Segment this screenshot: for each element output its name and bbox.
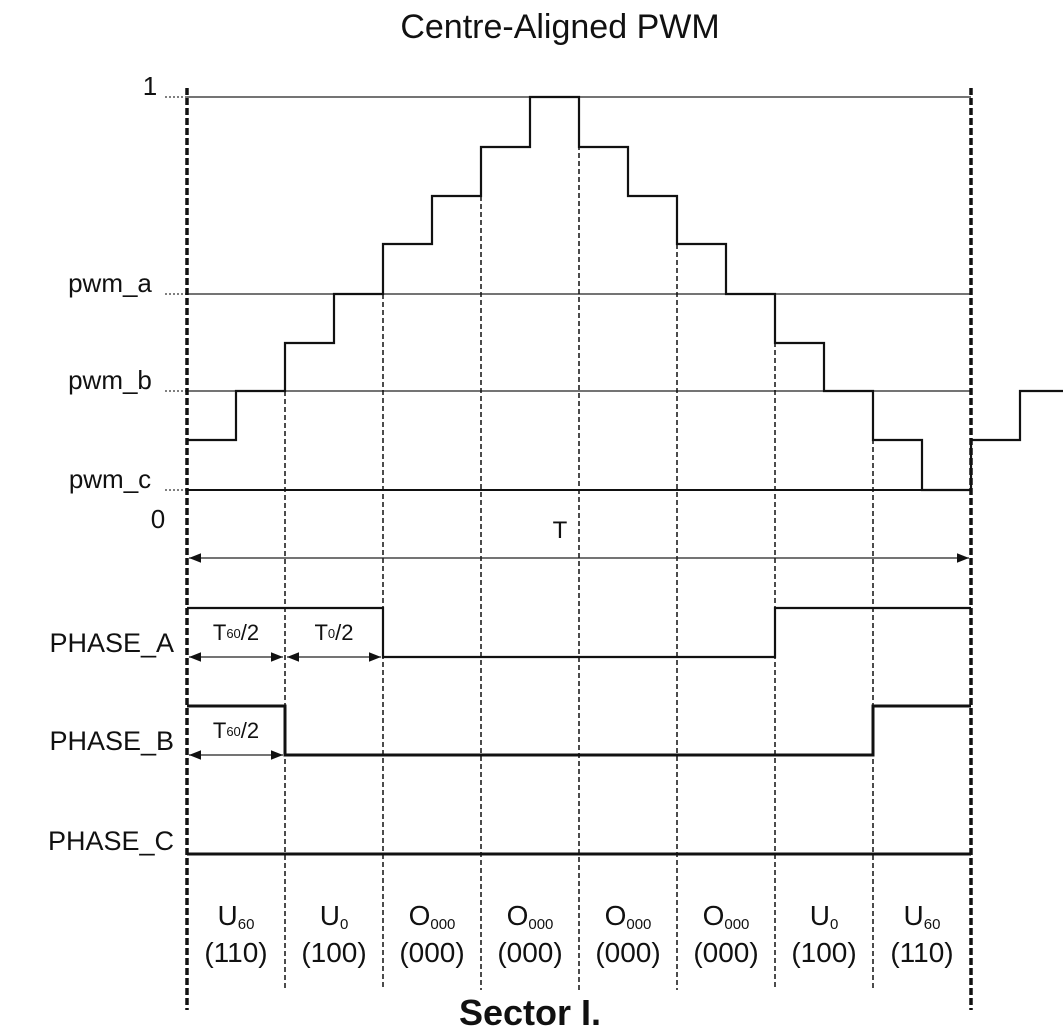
cell-code: (000) <box>399 937 464 968</box>
level-label: 1 <box>143 71 157 101</box>
cell-symbol: U0 <box>810 900 839 933</box>
interval-label: T60/2 <box>213 620 259 645</box>
interval-main: T <box>213 718 226 743</box>
interval-main: T <box>213 620 226 645</box>
phase-label: PHASE_A <box>49 628 174 658</box>
cell-symbol: U60 <box>218 900 255 933</box>
cell-main: O <box>409 900 431 931</box>
boundaries <box>185 88 973 1010</box>
title: Centre-Aligned PWM <box>400 8 719 46</box>
interval-tail: /2 <box>241 718 259 743</box>
cell-main: O <box>605 900 627 931</box>
cell-code: (110) <box>204 937 267 968</box>
staircase <box>187 95 1063 492</box>
reference-lines <box>165 96 971 491</box>
level-label: 0 <box>151 504 165 534</box>
phase-b-wave <box>187 704 971 757</box>
cell-code: (100) <box>301 937 366 968</box>
cell-sub: 0 <box>830 916 838 933</box>
level-label: pwm_a <box>68 268 152 298</box>
cell-sub: 60 <box>924 916 941 933</box>
cell-sub: 000 <box>724 916 749 933</box>
cell-code: (000) <box>497 937 562 968</box>
cell-sub: 0 <box>340 916 348 933</box>
cell-symbol: O000 <box>507 900 554 933</box>
interval-sub: 60 <box>226 626 240 641</box>
phase-a-wave <box>187 606 971 659</box>
sector-label: Sector I. <box>459 992 601 1033</box>
phase-label: PHASE_C <box>48 826 174 856</box>
cell-code: (100) <box>791 937 856 968</box>
cell-main: O <box>507 900 529 931</box>
phase-label: PHASE_B <box>49 726 174 756</box>
cell-symbol: U60 <box>904 900 941 933</box>
interval-label: T0/2 <box>314 620 353 645</box>
level-label: pwm_b <box>68 365 152 395</box>
cell-symbol: U0 <box>320 900 349 933</box>
cell-code: (110) <box>890 937 953 968</box>
cell-main: U <box>218 900 238 931</box>
interval-tail: /2 <box>241 620 259 645</box>
interval-sub: 0 <box>328 626 335 641</box>
cell-main: U <box>810 900 830 931</box>
cell-code: (000) <box>693 937 758 968</box>
period-label: T <box>553 517 568 544</box>
cell-symbol: O000 <box>409 900 456 933</box>
cell-sub: 60 <box>238 916 255 933</box>
cell-sub: 000 <box>430 916 455 933</box>
interval-main: T <box>314 620 327 645</box>
cell-symbol: O000 <box>703 900 750 933</box>
cell-code: (000) <box>595 937 660 968</box>
cell-main: U <box>320 900 340 931</box>
interval-label: T60/2 <box>213 718 259 743</box>
cell-sub: 000 <box>626 916 651 933</box>
level-label: pwm_c <box>69 464 151 494</box>
cell-main: O <box>703 900 725 931</box>
cell-main: U <box>904 900 924 931</box>
interval-tail: /2 <box>335 620 353 645</box>
cell-sub: 000 <box>528 916 553 933</box>
cell-symbol: O000 <box>605 900 652 933</box>
interval-sub: 60 <box>226 724 240 739</box>
